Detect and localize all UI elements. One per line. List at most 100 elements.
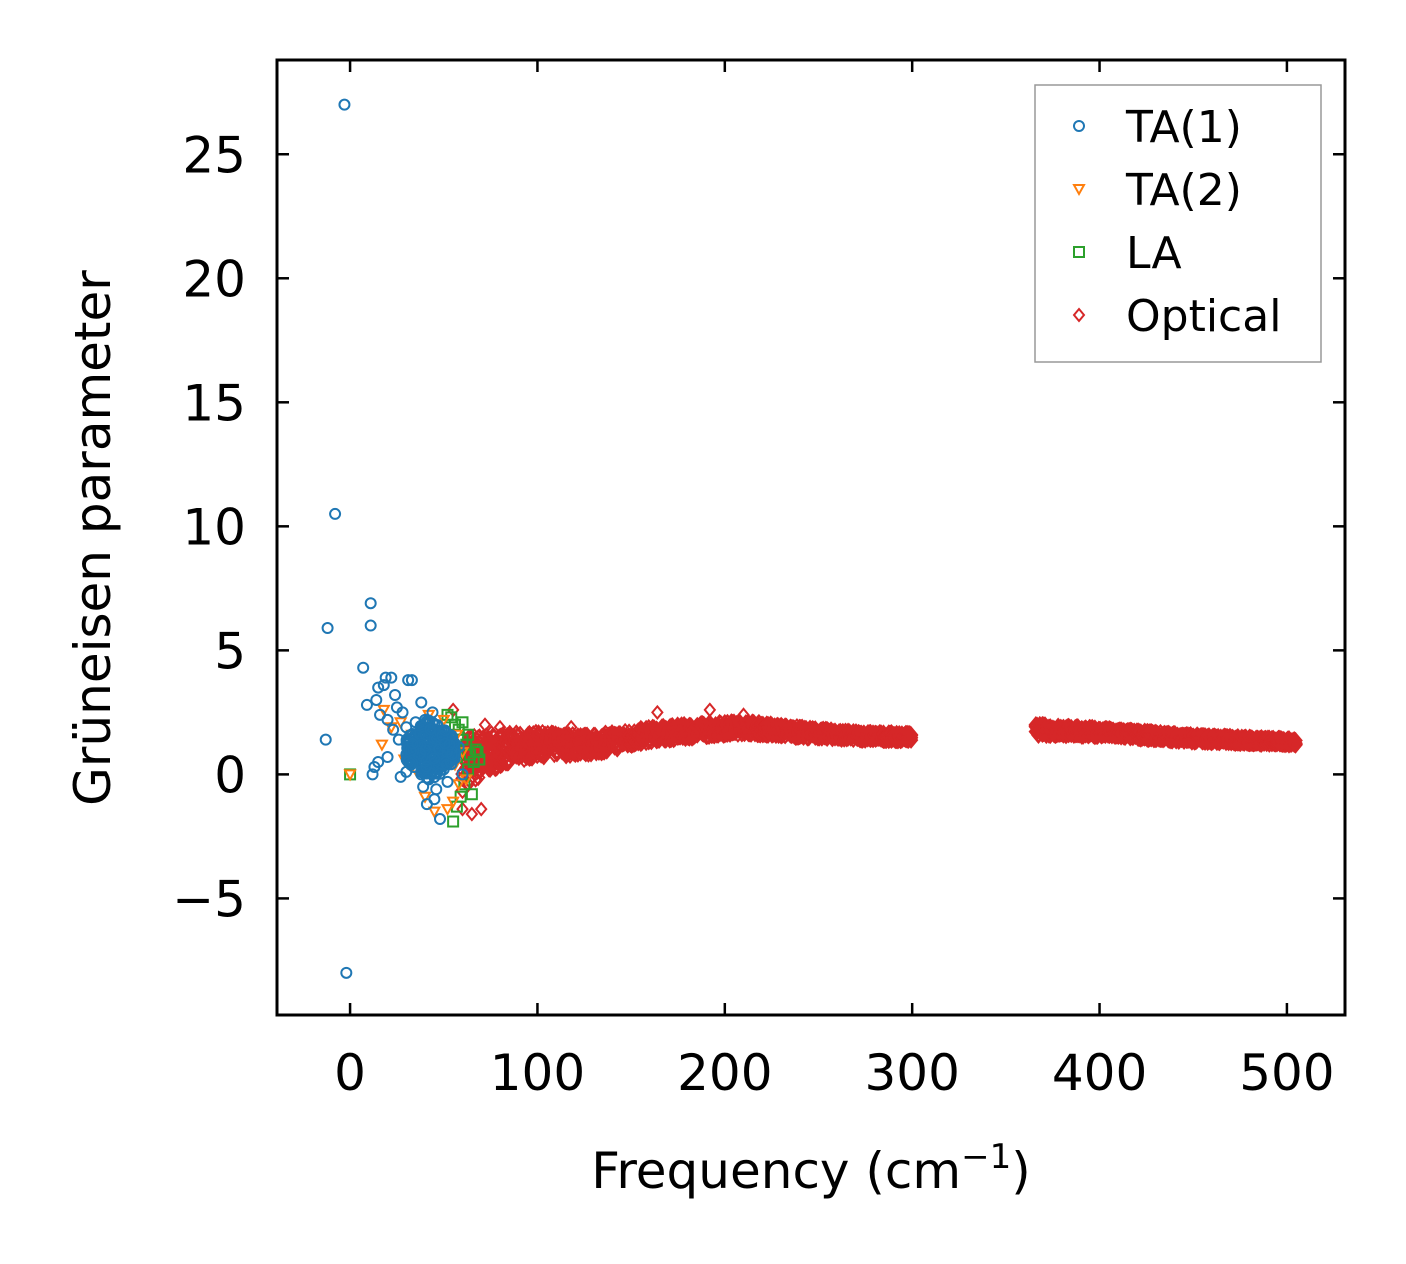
ta-1--point (402, 674, 415, 687)
ta-2--point (452, 779, 466, 792)
x-tick-label: 200 (677, 1044, 772, 1102)
ta-1--point (394, 770, 407, 783)
ta-1--point (364, 597, 377, 610)
ta-1-point (440, 758, 453, 771)
optical-point (1288, 735, 1303, 754)
x-axis-title-exponent: −1 (961, 1137, 1011, 1177)
x-axis: 0 100 200 300 400 500 (334, 60, 1335, 1102)
optical-point (651, 704, 664, 720)
optical-point (456, 801, 469, 817)
ta-1-point (416, 750, 429, 763)
ta-1--point (385, 671, 398, 684)
optical-point (474, 801, 488, 817)
ta-2--point (343, 769, 357, 782)
ta-1-point (402, 755, 415, 768)
optical-point (1288, 731, 1303, 750)
ta-1--point (370, 693, 383, 706)
optical-point (564, 719, 578, 735)
la-point (465, 788, 478, 801)
y-tick-label: 25 (182, 126, 246, 184)
ta-2--point (427, 806, 442, 819)
x-tick-label: 400 (1052, 1044, 1147, 1102)
y-tick-label: 15 (182, 374, 246, 432)
optical-point (903, 725, 919, 744)
ta-1-point (404, 757, 417, 770)
ta-1-point (438, 724, 451, 737)
x-axis-title: Frequency (cm−1) (591, 1137, 1031, 1200)
ta-1--point (364, 619, 377, 632)
ta-1-point (420, 760, 433, 773)
ta-1--point (340, 966, 353, 979)
ta-1--point (338, 98, 351, 111)
ta-1--point (430, 783, 443, 796)
ta-1--point (377, 679, 390, 692)
ta-1--point (415, 696, 428, 709)
ta-1--point (357, 661, 370, 674)
ta-1-point (422, 772, 435, 785)
ta-1--point (360, 698, 373, 711)
x-tick-label: 100 (490, 1044, 585, 1102)
ta-2--point (437, 714, 451, 727)
x-axis-title-text: Frequency (cm (591, 1142, 961, 1200)
ta-1--point (366, 768, 379, 781)
series-ta-1- (319, 98, 469, 979)
ta-1-point (405, 744, 418, 757)
ta-1--point (321, 622, 334, 635)
optical-point (493, 719, 507, 735)
optical-point (465, 806, 479, 822)
ta-1-point (417, 720, 430, 733)
ta-1--point (372, 681, 385, 694)
la-point (445, 711, 458, 724)
optical-point (703, 702, 717, 718)
ta-1--point (319, 733, 332, 746)
plot-marks (319, 98, 1303, 979)
optical-point (737, 707, 750, 723)
legend-marker-ta-1- (1073, 120, 1085, 132)
ta-1--point (381, 751, 394, 764)
ta-1--point (381, 713, 394, 726)
ta-1--point (389, 689, 402, 702)
ta-1--point (405, 674, 418, 687)
legend-label: Optical (1126, 291, 1281, 342)
legend-marker-ta-2- (1072, 184, 1086, 197)
legend: TA(1) TA(2) LA Optical (1034, 84, 1322, 363)
y-tick-label: −5 (172, 870, 246, 928)
x-axis-title-close: ) (1011, 1142, 1031, 1200)
y-tick-label: 5 (214, 622, 246, 680)
la-point (471, 746, 484, 759)
ta-2--point (440, 804, 455, 817)
x-tick-label: 300 (864, 1044, 959, 1102)
ta-1-point (433, 767, 446, 780)
optical-point (478, 717, 492, 733)
optical-point (903, 728, 919, 747)
ta-2--point (375, 739, 389, 752)
series-optical (446, 702, 1303, 822)
x-tick-label: 500 (1239, 1044, 1334, 1102)
ta-1-point (438, 737, 451, 750)
ta-1-point (424, 723, 437, 736)
ta-1--point (379, 671, 392, 684)
legend-marker-la (1073, 246, 1085, 258)
plot-frame (275, 58, 1347, 1017)
ta-1-point (446, 730, 459, 743)
legend-label: LA (1126, 228, 1182, 279)
ta-1--point (434, 813, 447, 826)
legend-label: TA(1) (1125, 102, 1242, 153)
y-tick-label: 0 (214, 746, 246, 804)
la-point (456, 716, 469, 729)
ta-1-point (406, 737, 419, 750)
y-tick-label: 10 (182, 498, 246, 556)
la-point (462, 728, 475, 741)
y-tick-label: 20 (182, 250, 246, 308)
ta-1--point (372, 755, 385, 768)
la-point (447, 815, 460, 828)
legend-marker-optical (1072, 307, 1086, 323)
y-axis-title: Grüneisen parameter (64, 270, 122, 806)
y-axis: −5 0 5 10 15 20 25 (172, 126, 1345, 928)
legend-label: TA(2) (1125, 165, 1242, 216)
ta-1--point (329, 507, 342, 520)
la-point (473, 753, 486, 766)
ta-2--point (418, 791, 432, 804)
ta-2--point (446, 796, 460, 809)
